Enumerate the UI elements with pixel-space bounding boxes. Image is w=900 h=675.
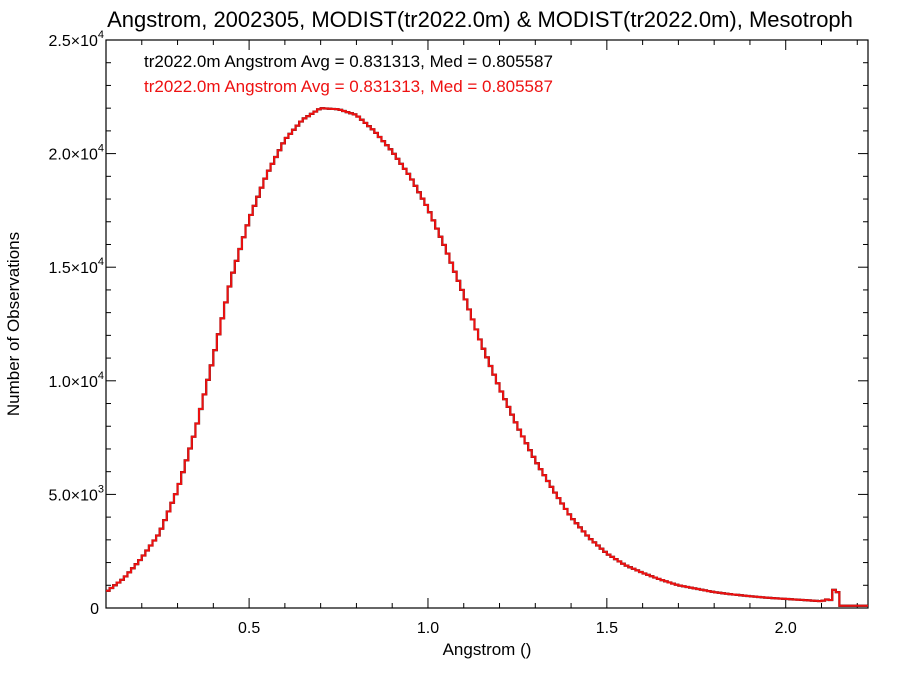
x-tick-label: 2.0 (775, 620, 797, 637)
x-tick-label: 1.5 (596, 620, 618, 637)
y-tick-label: 2.0×104 (48, 143, 104, 164)
y-tick-label: 1.5×104 (48, 256, 104, 277)
x-tick-label: 0.5 (238, 620, 260, 637)
y-tick-label: 1.0×104 (48, 370, 104, 391)
series-line-red (106, 107, 868, 607)
x-axis-label: Angstrom () (443, 640, 532, 659)
y-tick-label: 0 (90, 601, 99, 618)
y-tick-label: 5.0×103 (48, 483, 104, 504)
series-layer (106, 107, 868, 607)
y-axis: 0 5.0×103 1.0×104 1.5×104 2.0×104 2.5×104 (48, 29, 868, 618)
y-tick-label: 2.5×104 (48, 29, 104, 50)
x-tick-label: 1.0 (417, 620, 439, 637)
chart-title: Angstrom, 2002305, MODIST(tr2022.0m) & M… (107, 7, 853, 32)
legend-entry-red: tr2022.0m Angstrom Avg = 0.831313, Med =… (144, 77, 553, 96)
y-axis-label: Number of Observations (4, 232, 23, 416)
legend-entry-black: tr2022.0m Angstrom Avg = 0.831313, Med =… (144, 52, 553, 71)
plot-frame (105, 39, 869, 609)
x-axis: 0.5 1.0 1.5 2.0 (105, 40, 858, 637)
